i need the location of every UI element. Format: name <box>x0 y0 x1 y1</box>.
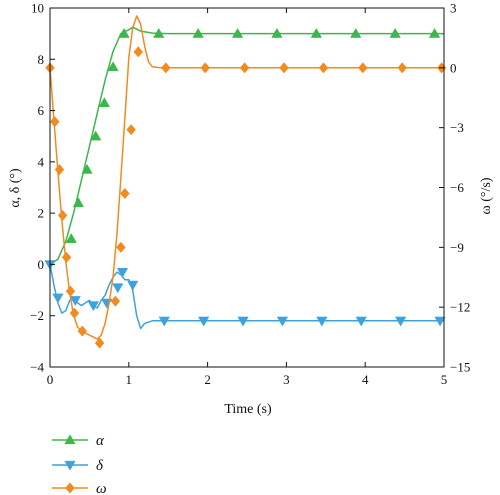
x-tick-label: 4 <box>362 372 369 387</box>
y-axis-left-label: α, δ (°) <box>8 168 23 208</box>
data-point-1-14 <box>389 27 401 38</box>
data-point-2-10 <box>198 316 210 327</box>
data-point-3-17 <box>239 62 250 74</box>
legend-item-1: α <box>52 433 105 449</box>
y-left-tick-label: −2 <box>30 308 44 323</box>
legend-marker-1 <box>64 434 76 445</box>
data-point-3-8 <box>77 325 88 337</box>
plot-area <box>50 8 444 367</box>
x-tick-label: 2 <box>204 372 211 387</box>
y-right-tick-label: −12 <box>450 300 470 315</box>
data-point-1-8 <box>153 27 165 38</box>
y-right-tick-label: −9 <box>450 240 464 255</box>
data-point-1-3 <box>81 163 93 174</box>
y-right-tick-label: −15 <box>450 360 470 375</box>
data-point-3-21 <box>397 62 407 74</box>
data-point-3-3 <box>54 163 65 176</box>
data-point-3-11 <box>116 241 126 253</box>
legend-marker-2 <box>64 460 76 471</box>
data-point-2-9 <box>158 316 170 327</box>
data-point-2-3 <box>69 296 81 307</box>
x-tick-label: 1 <box>126 372 133 387</box>
y-left-tick-label: 6 <box>38 103 45 118</box>
data-point-1-12 <box>310 27 322 38</box>
data-point-3-20 <box>358 62 368 74</box>
data-point-1-4 <box>90 130 102 141</box>
data-point-3-5 <box>61 251 72 263</box>
data-point-2-15 <box>395 316 407 327</box>
data-point-3-9 <box>94 337 105 349</box>
y-right-tick-label: 0 <box>450 60 457 75</box>
data-point-2-4 <box>87 301 99 312</box>
data-point-1-13 <box>350 27 362 38</box>
y-right-tick-label: −3 <box>450 120 464 135</box>
y-left-tick-label: 10 <box>31 1 44 16</box>
data-point-1-7 <box>118 27 130 38</box>
legend-label-1: α <box>96 433 105 449</box>
data-point-2-8 <box>127 280 139 291</box>
legend-label-3: ω <box>96 481 107 495</box>
data-point-3-10 <box>110 295 121 307</box>
x-axis-label: Time (s) <box>224 402 272 417</box>
series-layer <box>44 15 447 349</box>
data-point-1-1 <box>65 233 77 243</box>
legend-marker-3 <box>65 482 75 494</box>
data-point-1-2 <box>72 197 84 208</box>
data-point-2-2 <box>52 293 64 304</box>
data-point-2-7 <box>116 267 129 278</box>
data-point-1-9 <box>192 27 204 38</box>
legend-label-2: δ <box>96 458 104 474</box>
data-point-3-13 <box>126 124 136 136</box>
series-3 <box>45 15 447 349</box>
data-point-3-14 <box>133 46 144 58</box>
data-point-2-11 <box>237 316 249 327</box>
y-left-tick-label: 2 <box>38 206 45 221</box>
ticks: 0 1 2 3 4 5 −4 −2 0 2 4 6 8 10 −15 −12 −9 −6 −3 0 3 <box>30 1 470 388</box>
data-point-2-16 <box>434 316 446 327</box>
legend-item-2: δ <box>52 458 104 474</box>
data-point-3-7 <box>69 307 80 319</box>
data-point-1-6 <box>107 61 119 72</box>
series-line-1 <box>49 26 444 266</box>
data-point-3-18 <box>279 62 289 74</box>
plot-background <box>50 8 444 367</box>
x-tick-label: 5 <box>441 372 448 387</box>
data-point-1-15 <box>428 27 441 38</box>
y-left-tick-label: 4 <box>38 154 45 169</box>
data-point-1-5 <box>98 97 111 108</box>
data-point-3-6 <box>65 285 76 297</box>
data-point-2-12 <box>276 316 289 327</box>
data-point-2-6 <box>112 283 124 294</box>
data-point-2-14 <box>355 316 367 327</box>
data-point-3-12 <box>120 187 130 200</box>
data-point-3-16 <box>200 62 210 74</box>
series-1 <box>49 26 444 266</box>
legend: αδω <box>52 433 107 495</box>
data-point-1-10 <box>231 27 244 38</box>
y-axis-right-label: ω (°/s) <box>479 177 494 214</box>
legend-item-3: ω <box>52 481 107 495</box>
data-point-2-13 <box>316 316 328 327</box>
y-left-tick-label: 8 <box>38 52 45 67</box>
y-right-tick-label: 3 <box>450 1 457 16</box>
x-tick-label: 0 <box>47 372 54 387</box>
y-left-tick-label: −4 <box>30 360 44 375</box>
data-point-3-15 <box>161 62 171 74</box>
data-point-3-4 <box>57 209 68 222</box>
y-right-tick-label: −6 <box>450 180 464 195</box>
y-left-tick-label: 0 <box>38 257 45 272</box>
x-tick-label: 3 <box>283 372 290 387</box>
data-point-1-11 <box>271 27 283 38</box>
data-point-3-19 <box>318 62 329 74</box>
data-point-3-2 <box>49 116 60 128</box>
